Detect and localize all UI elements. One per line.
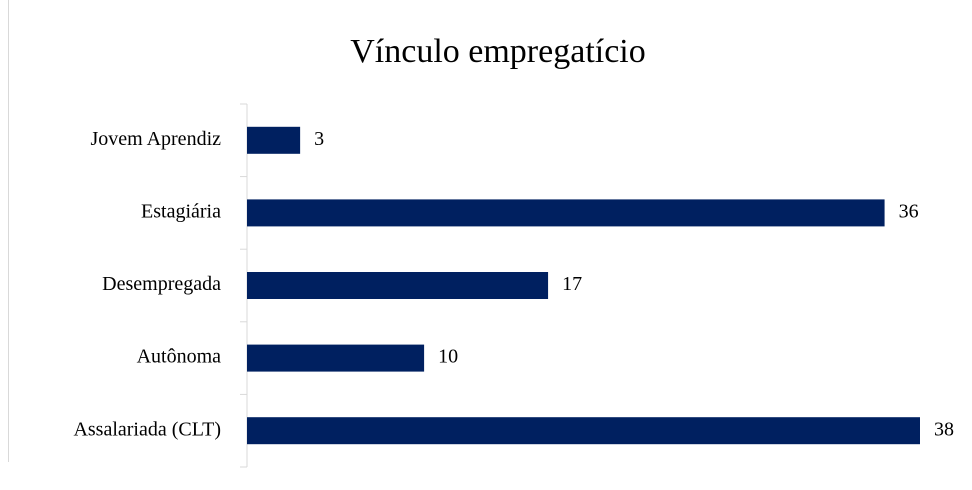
y-tick-label: Jovem Aprendiz <box>90 128 221 150</box>
chart-title: Vínculo empregatício <box>350 33 646 70</box>
bar <box>247 126 301 154</box>
bar <box>247 417 920 445</box>
data-label: 36 <box>899 200 919 222</box>
bar <box>247 199 885 227</box>
data-label: 17 <box>562 273 582 295</box>
y-tick-label: Autônoma <box>137 346 222 368</box>
data-label: 3 <box>314 128 324 150</box>
data-label: 38 <box>934 418 954 440</box>
y-tick-label: Desempregada <box>102 273 221 295</box>
y-tick-label: Estagiária <box>141 200 221 222</box>
bar <box>247 272 549 299</box>
y-tick-label: Assalariada (CLT) <box>73 418 221 440</box>
data-label: 10 <box>438 346 458 368</box>
bar <box>247 344 425 372</box>
